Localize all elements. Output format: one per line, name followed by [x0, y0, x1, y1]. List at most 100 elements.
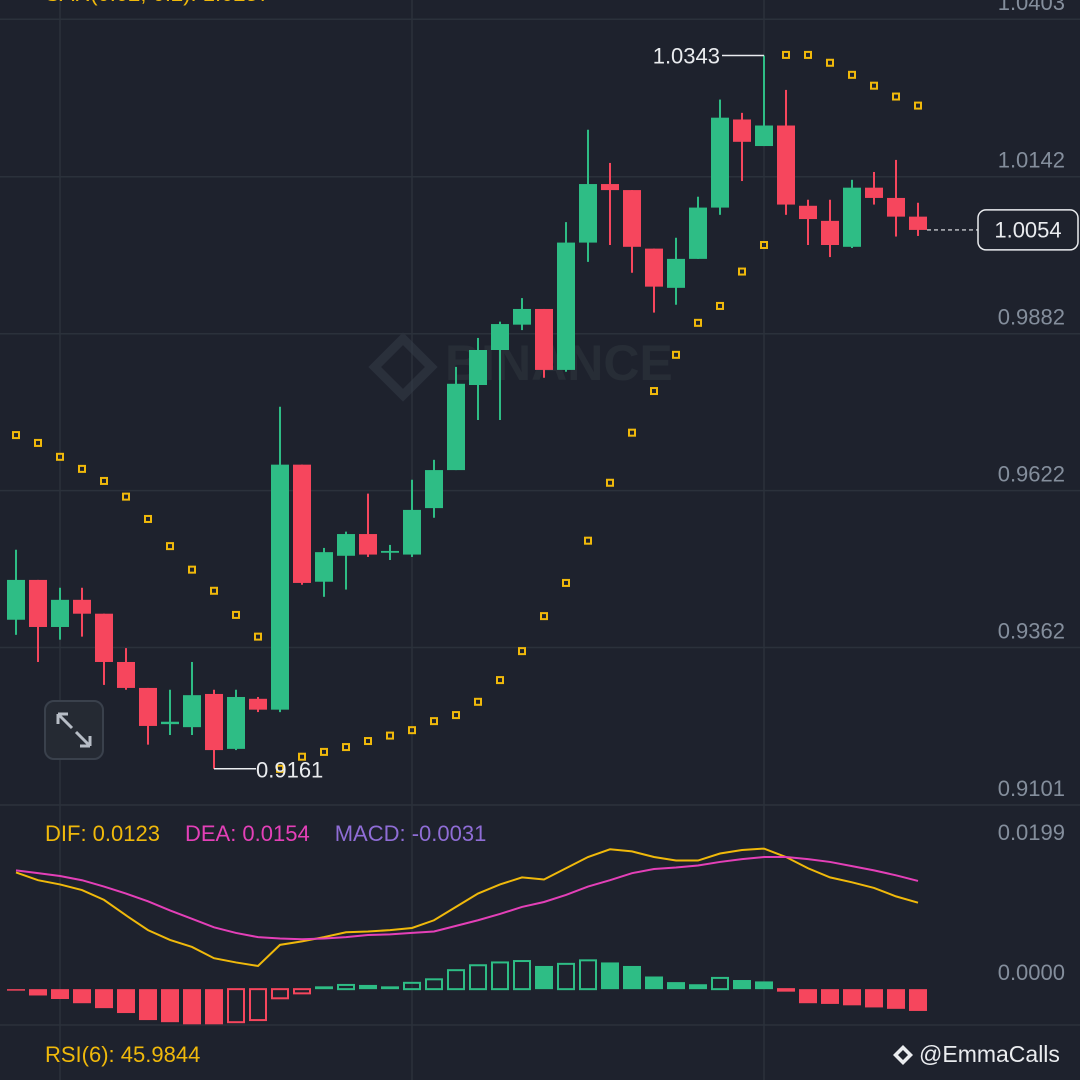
macd-bar	[359, 984, 377, 990]
macd-bar	[161, 989, 179, 1023]
y-tick-label: 0.9882	[998, 305, 1065, 330]
candle-body	[293, 464, 311, 583]
candle-body	[579, 184, 597, 243]
candle-body	[843, 187, 861, 247]
macd-bar	[535, 965, 553, 990]
macd-bar	[447, 969, 465, 991]
candle-body	[865, 187, 883, 198]
sar-dot	[34, 438, 42, 447]
candle-body	[403, 509, 421, 555]
macd-bar	[579, 959, 597, 991]
min-label: 0.9161	[256, 758, 323, 783]
macd-bar	[843, 989, 861, 1006]
candle-body	[711, 117, 729, 208]
macd-bar	[7, 989, 25, 991]
macd-bar	[821, 989, 839, 1004]
sar-dot	[232, 610, 240, 619]
last-price-box	[977, 209, 1079, 251]
candle-body	[227, 696, 245, 749]
macd-bar	[755, 981, 773, 990]
macd-bar	[469, 964, 487, 991]
sar-dot	[694, 318, 702, 327]
sar-dot	[276, 764, 284, 773]
sar-dot	[650, 387, 658, 396]
macd-bar	[381, 986, 399, 990]
macd-bar	[689, 984, 707, 990]
candle-body	[73, 599, 91, 614]
macd-bar	[249, 988, 267, 1022]
candle-body	[645, 248, 663, 287]
sar-dot	[342, 743, 350, 752]
candle-body	[491, 324, 509, 350]
candle-body	[821, 220, 839, 245]
candle-body	[535, 308, 553, 370]
sar-dot	[584, 536, 592, 545]
sar-dot	[672, 350, 680, 359]
macd-bar	[645, 976, 663, 990]
y-tick-label: 1.0403	[998, 0, 1065, 15]
indicator-legend: DIF: 0.0123	[45, 821, 160, 846]
sar-dot	[760, 241, 768, 249]
sar-dot	[188, 565, 196, 574]
sar-dot	[518, 647, 526, 656]
sar-dot	[540, 612, 548, 621]
candle-body	[249, 698, 267, 710]
sar-dot	[606, 478, 614, 487]
macd-bar	[865, 989, 883, 1008]
candle-body	[689, 207, 707, 259]
indicator-legend: MACD: -0.0031	[335, 821, 487, 846]
sar-dot	[716, 301, 724, 310]
macd-bar	[139, 989, 157, 1021]
macd-bar	[909, 989, 927, 1011]
candle-body	[205, 693, 223, 751]
sar-dot	[914, 101, 922, 110]
indicator-legend: DEA: 0.0154	[185, 821, 310, 846]
macd-bar	[117, 989, 135, 1014]
sar-dot	[364, 737, 372, 746]
sar-dot	[144, 514, 152, 523]
macd-bar	[799, 989, 817, 1004]
sar-dot	[804, 50, 812, 59]
sar-dot	[870, 81, 878, 90]
candle-body	[623, 190, 641, 247]
macd-bar	[623, 965, 641, 990]
candle-body	[139, 687, 157, 726]
handle-text: @EmmaCalls	[919, 1041, 1060, 1067]
candle-body	[887, 197, 905, 217]
sar-dot	[474, 697, 482, 706]
y-tick-label: 1.0142	[998, 148, 1065, 173]
y-tick-label: 0.0000	[998, 960, 1065, 985]
sar-dot	[12, 431, 20, 440]
macd-bar	[183, 989, 201, 1025]
macd-bar	[271, 988, 289, 1000]
candle-body	[183, 695, 201, 728]
expand-button[interactable]	[44, 700, 104, 760]
sar-dot	[100, 476, 108, 485]
handle: @EmmaCalls	[893, 1041, 1060, 1067]
sar-dot	[452, 711, 460, 720]
macd-bar	[491, 961, 509, 991]
candle-body	[447, 383, 465, 471]
y-tick-label: 0.9101	[998, 776, 1065, 801]
macd-bar	[777, 988, 795, 992]
y-tick-label: 0.9362	[998, 618, 1065, 643]
candle-body	[95, 613, 113, 662]
candle-body	[425, 470, 443, 509]
candle-body	[513, 308, 531, 325]
macd-bar	[51, 989, 69, 999]
candle-body	[271, 464, 289, 710]
sar-dot	[848, 70, 856, 79]
sar-dot	[782, 50, 790, 59]
sar-dot	[78, 464, 86, 473]
candle-body	[117, 661, 135, 688]
candle-body	[359, 534, 377, 555]
candle-body	[601, 184, 619, 191]
candle-body	[51, 599, 69, 627]
macd-bar	[95, 989, 113, 1009]
macd-bar	[887, 989, 905, 1009]
sar-dot	[386, 731, 394, 740]
y-tick-label: 0.9622	[998, 461, 1065, 486]
sar-dot	[122, 492, 130, 501]
indicator-legend: RSI(6): 45.9844	[45, 1042, 200, 1067]
